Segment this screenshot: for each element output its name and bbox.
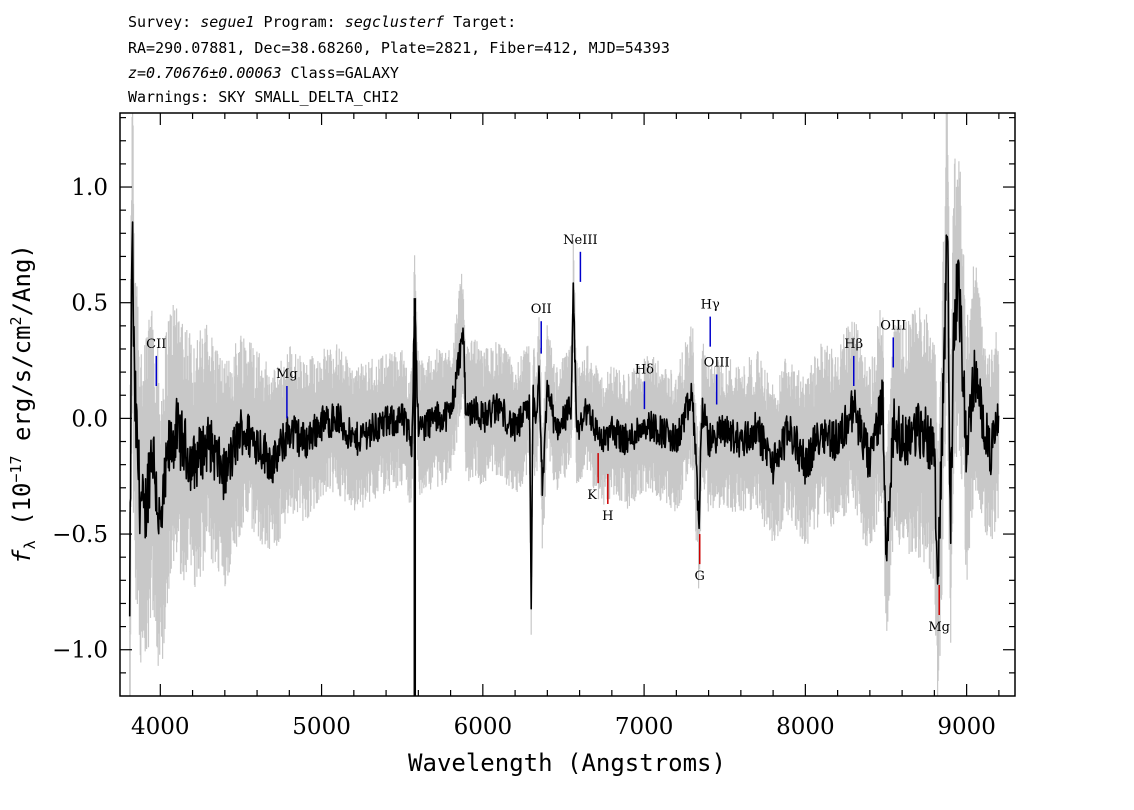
line-marker-label: Hβ [844, 337, 863, 352]
y-tick-label: −0.5 [52, 522, 108, 548]
survey-label: Survey: [128, 13, 200, 31]
x-tick-label: 5000 [292, 714, 351, 740]
line-marker-label: OIII [704, 355, 730, 370]
line-marker-label: Hδ [635, 362, 654, 377]
header-line-3: z=0.70676±0.00063 Class=GALAXY [128, 64, 399, 82]
line-marker-label: NeIII [563, 233, 597, 248]
line-marker-label: H [602, 509, 613, 524]
line-marker-label: CII [146, 337, 166, 352]
line-marker-label: K [587, 488, 597, 503]
plot-frame [119, 112, 1016, 697]
line-marker-label: Hγ [701, 298, 720, 313]
x-tick-label: 9000 [937, 714, 996, 740]
line-marker-label: Mg [276, 367, 298, 382]
x-tick-label: 4000 [131, 714, 190, 740]
header-line-2: RA=290.07881, Dec=38.68260, Plate=2821, … [128, 39, 670, 57]
y-axis-label: fλ (10−17 erg/s/cm2/Ang) [7, 244, 39, 564]
spectrum-line [128, 221, 1000, 617]
header-line-4: Warnings: SKY SMALL_DELTA_CHI2 [128, 88, 399, 106]
line-markers: CII Mg OII NeIII Hδ Hγ OIII Hβ OIII KH G Mg [146, 233, 950, 635]
x-axis-label: Wavelength (Angstroms) [408, 749, 726, 777]
x-tick-label: 6000 [454, 714, 513, 740]
program-label: Program: [254, 13, 344, 31]
tick-labels: 4000 5000 6000 7000 8000 9000 1.0 0.5 0.0 −0.5 −1.… [52, 175, 996, 740]
y-tick-label: 0.5 [71, 291, 108, 317]
target-label: Target: [444, 13, 516, 31]
redshift-value: z=0.70676±0.00063 [128, 64, 282, 82]
class-value: Class=GALAXY [282, 64, 399, 82]
survey-value: segue1 [200, 13, 254, 31]
x-tick-label: 8000 [776, 714, 835, 740]
line-marker-label: G [695, 569, 705, 584]
y-tick-label: 1.0 [71, 175, 108, 201]
axis-ticks [120, 113, 1015, 696]
header: Survey: segue1 Program: segclusterf Targ… [128, 13, 670, 106]
header-line-1: Survey: segue1 Program: segclusterf Targ… [128, 13, 516, 31]
program-value: segclusterf [345, 13, 445, 31]
line-marker-label: OIII [880, 318, 906, 333]
y-tick-label: 0.0 [71, 406, 108, 432]
line-marker-label: OII [531, 302, 552, 317]
y-tick-label: −1.0 [52, 638, 108, 664]
x-tick-label: 7000 [615, 714, 674, 740]
spectrum-line-group [128, 198, 1000, 696]
line-marker-label: Mg [928, 620, 950, 635]
